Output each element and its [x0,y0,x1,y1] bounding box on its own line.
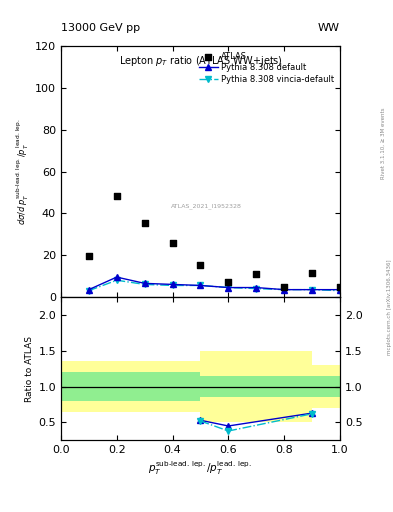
Pythia 8.308 default [310,287,314,293]
Pythia 8.308 vincia-default [114,277,119,283]
Pythia 8.308 vincia-default [86,288,91,294]
Text: WW: WW [318,23,340,33]
Pythia 8.308 vincia-default [170,283,175,289]
Pythia 8.308 default [338,287,342,293]
Pythia 8.308 default [254,285,259,291]
Pythia 8.308 vincia-default [338,288,342,294]
Pythia 8.308 default [86,287,91,293]
ATLAS [197,261,204,269]
Y-axis label: $d\sigma/d\,p_T^{\,\rm sub\text{-}lead.\,lep.} / p_T^{\,\rm lead.\,lep.}$: $d\sigma/d\,p_T^{\,\rm sub\text{-}lead.\… [15,118,31,225]
ATLAS [169,239,176,247]
ATLAS [337,283,343,291]
Text: ATLAS_2021_I1952328: ATLAS_2021_I1952328 [171,204,241,209]
Text: mcplots.cern.ch [arXiv:1306.3436]: mcplots.cern.ch [arXiv:1306.3436] [387,260,391,355]
Pythia 8.308 default [170,281,175,287]
Line: Pythia 8.308 vincia-default: Pythia 8.308 vincia-default [86,278,343,293]
Pythia 8.308 vincia-default [142,281,147,287]
Pythia 8.308 vincia-default [282,287,286,293]
Text: 13000 GeV pp: 13000 GeV pp [61,23,140,33]
ATLAS [309,269,315,277]
Pythia 8.308 default [142,280,147,286]
Pythia 8.308 default [198,283,203,289]
Pythia 8.308 default [114,274,119,280]
Text: Rivet 3.1.10, ≥ 3M events: Rivet 3.1.10, ≥ 3M events [381,108,386,179]
Pythia 8.308 default [226,285,231,291]
Line: Pythia 8.308 default: Pythia 8.308 default [86,274,343,292]
Pythia 8.308 vincia-default [310,287,314,293]
ATLAS [225,278,231,286]
Text: Lepton $p_T$ ratio (ATLAS WW+jets): Lepton $p_T$ ratio (ATLAS WW+jets) [119,54,282,68]
Pythia 8.308 default [282,287,286,293]
Y-axis label: Ratio to ATLAS: Ratio to ATLAS [25,336,34,401]
ATLAS [281,283,287,291]
ATLAS [253,270,259,278]
Pythia 8.308 vincia-default [254,286,259,292]
Pythia 8.308 vincia-default [198,283,203,289]
Pythia 8.308 vincia-default [226,285,231,291]
Legend: ATLAS, Pythia 8.308 default, Pythia 8.308 vincia-default: ATLAS, Pythia 8.308 default, Pythia 8.30… [198,50,336,86]
ATLAS [141,219,148,227]
X-axis label: $p_T^{\rm sub\text{-}lead.\,lep.} / p_T^{\rm lead.\,lep.}$: $p_T^{\rm sub\text{-}lead.\,lep.} / p_T^… [149,459,252,477]
ATLAS [114,191,120,200]
ATLAS [86,252,92,260]
